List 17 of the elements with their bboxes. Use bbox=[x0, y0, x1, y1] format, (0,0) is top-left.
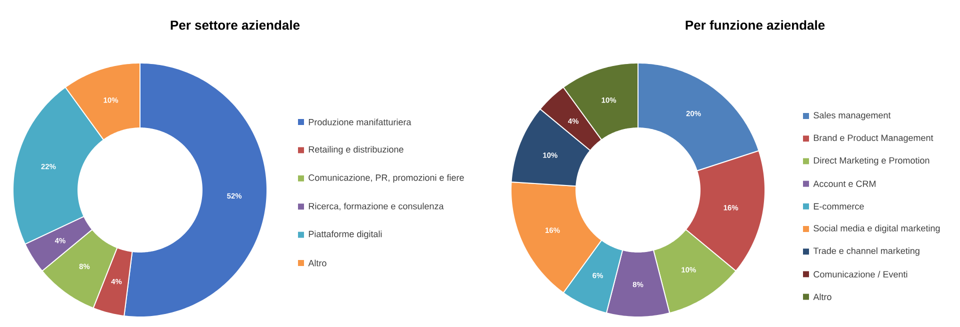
legend-label: Produzione manifatturiera bbox=[308, 118, 412, 126]
legend-label: Trade e channel marketing bbox=[813, 247, 920, 256]
chart-title: Per funzione aziendale bbox=[686, 20, 825, 30]
legend-label: Piattaforme digitali bbox=[308, 230, 382, 239]
legend-label: Direct Marketing e Promotion bbox=[814, 157, 930, 166]
chart-title: Per settore aziendale bbox=[170, 20, 300, 30]
legend-label: Account e CRM bbox=[813, 180, 876, 187]
legend-label: E-commerce bbox=[814, 203, 864, 210]
legend-label: Retailing e distribuzione bbox=[308, 146, 404, 154]
legend-label: Ricerca, formazione e consulenza bbox=[308, 202, 444, 210]
legend-label: Brand e Product Management bbox=[814, 134, 934, 143]
legend-label: Comunicazione / Eventi bbox=[814, 270, 908, 278]
legend-label: Sales management bbox=[814, 112, 891, 120]
legend-label: Altro bbox=[308, 260, 326, 266]
legend-label: Comunicazione, PR, promozioni e fiere bbox=[308, 174, 464, 183]
legend-label: Altro bbox=[813, 293, 832, 300]
legend-label: Social media e digital marketing bbox=[814, 224, 940, 234]
